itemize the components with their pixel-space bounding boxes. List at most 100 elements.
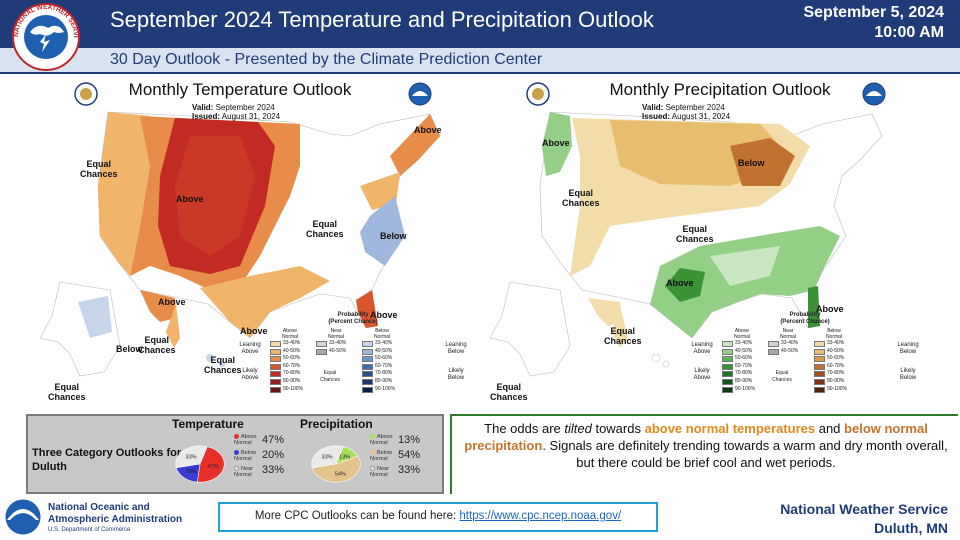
precip-below-legend-row: 90-100% (814, 386, 854, 394)
precip-key-above: Above Normal (370, 434, 393, 446)
label-equal-chances-central: Equal Chances (676, 224, 714, 244)
temp-key-near: Near Normal (234, 466, 253, 478)
precip-above-pct: 13% (397, 434, 420, 446)
cpc-link[interactable]: https://www.cpc.ncep.noaa.gov/ (459, 510, 622, 522)
legend-below-head: Below Normal (373, 328, 391, 340)
legend-below-column: Below Normal 33-40% 40-50% 50-60% 60-70% 70-… (362, 328, 402, 393)
precip-below-legend-row: 40-50% (814, 348, 854, 356)
temp-near-legend-swatch (316, 341, 327, 347)
precip-above-legend-row: 60-70% (722, 363, 762, 371)
temp-pie-slice (175, 445, 208, 468)
legend-below-column: Below Normal 33-40% 40-50% 50-60% 60-70% 70-… (814, 328, 854, 393)
temp-below-legend-row: 40-50% (362, 348, 402, 356)
temperature-map-meta: Valid: September 2024 Issued: August 31,… (192, 103, 280, 121)
temp-above-legend-row: 80-90% (270, 378, 310, 386)
issued-label: Issued: (192, 112, 221, 121)
precip-above-legend-swatch (722, 348, 733, 355)
precip-below-legend-swatch (814, 378, 825, 385)
precip-above-legend-range: 60-70% (735, 362, 753, 369)
precip-pie-slice-label: 33% (321, 454, 332, 460)
precip-below-dot (370, 450, 375, 456)
precip-below-legend-range: 50-60% (827, 355, 845, 362)
nws-logo-icon: NATIONAL WEATHER SERVICE (6, 2, 80, 71)
precipitation-map-title: Monthly Precipitation Outlook (609, 80, 831, 99)
temp-below-legend-range: 40-50% (375, 347, 393, 354)
temp-below-legend-swatch (362, 356, 373, 363)
legend-likely-below: Likely Below (447, 368, 465, 381)
legend-title: Probability (Percent Chance) (780, 312, 830, 325)
precip-above-legend-range: 33-40% (735, 340, 753, 346)
precip-below-legend-swatch (814, 356, 825, 363)
legend-above-head: Above Normal (733, 328, 751, 340)
precip-near-pct: 33% (397, 464, 420, 476)
temp-near-legend-range: 33-40% (329, 340, 347, 346)
label-above-texas: Above (240, 326, 268, 336)
temp-below-legend-row: 80-90% (362, 378, 402, 386)
nws-footer-office: Duluth, MN (874, 520, 948, 536)
precip-above-legend-row: 80-90% (722, 378, 762, 386)
precip-below-legend-row: 33-40% (814, 340, 854, 348)
legend-leaning-below: Leaning Below (897, 342, 919, 355)
precip-below-legend-range: 70-80% (827, 370, 845, 377)
legend-likely-below: Likely Below (899, 368, 917, 381)
summary-emphasis: tilted (564, 421, 592, 436)
temp-below-legend-range: 50-60% (375, 355, 393, 362)
noaa-name: National Oceanic and Atmospheric Adminis… (48, 502, 182, 526)
precip-below-legend-row: 70-80% (814, 370, 854, 378)
precip-near-dot (370, 466, 375, 472)
header-bar (0, 0, 960, 48)
label-above-central: Above (176, 194, 204, 204)
valid-label: Valid: (642, 103, 664, 112)
precip-pie-slice (311, 445, 344, 468)
precip-key-near: Near Normal (370, 466, 389, 478)
nws-footer-name: National Weather Service (780, 501, 948, 517)
temp-below-legend-range: 70-80% (375, 370, 393, 377)
label-below-east: Below (380, 231, 407, 241)
precip-below-pct: 54% (397, 449, 420, 461)
temperature-map (39, 111, 441, 377)
temp-above-legend-row: 40-50% (270, 348, 310, 356)
temp-key-above: Above Normal (234, 434, 257, 446)
precip-above-key-label: Above Normal (370, 434, 393, 446)
precip-above-legend-range: 50-60% (735, 355, 753, 362)
precipitation-pie-chart: 13% 54% 33% (311, 445, 361, 483)
precipitation-map (489, 111, 883, 377)
temp-above-legend-range: 90-100% (283, 385, 304, 392)
temp-above-key-label: Above Normal (234, 434, 257, 446)
precip-below-legend-swatch (814, 341, 825, 347)
summary-part: . Signals are definitely trending toward… (542, 438, 948, 470)
legend-likely-above: Likely Above (241, 368, 259, 381)
precip-below-key-label: Below Normal (370, 450, 392, 462)
temp-pie-slice-label: 33% (185, 454, 196, 460)
precip-above-legend-swatch (722, 363, 733, 370)
precip-above-legend-swatch (722, 378, 733, 385)
temperature-pie-heading: Temperature (172, 417, 244, 431)
temp-below-key-label: Below Normal (234, 450, 256, 462)
legend-below-head: Below Normal (825, 328, 843, 340)
summary-highlight-temp: above normal temperatures (644, 421, 816, 436)
noaa-name-line1: National Oceanic and (48, 502, 150, 513)
temperature-pie-chart: 47% 20% 33% (175, 445, 225, 483)
temp-near-dot (234, 466, 239, 472)
nws-footer: National Weather Service Duluth, MN (780, 500, 948, 538)
legend-above-column: Above Normal 33-40% 40-50% 50-60% 60-70% 70-… (722, 328, 762, 393)
label-equal-chances-west: Equal Chances (80, 159, 118, 179)
temp-key-below: Below Normal (234, 450, 256, 462)
legend-leaning-above: Leaning Above (239, 342, 261, 355)
precip-above-legend-swatch (722, 386, 733, 393)
precip-near-legend-row: 33-40% (768, 340, 808, 348)
cpc-link-text: More CPC Outlooks can be found here: (254, 510, 460, 522)
temperature-map-panel: Monthly Temperature Outlook Valid: Septe… (0, 76, 480, 406)
temp-above-legend-range: 33-40% (283, 340, 301, 346)
duluth-outlook-box: Three Category Outlooks for Duluth Tempe… (26, 414, 444, 494)
precip-above-legend-row: 70-80% (722, 370, 762, 378)
precip-below-legend-swatch (814, 363, 825, 370)
temp-near-pct: 33% (261, 464, 284, 476)
legend-near-head: Near Normal (779, 328, 797, 340)
temperature-map-title: Monthly Temperature Outlook (128, 80, 352, 99)
precip-below-legend-range: 60-70% (827, 362, 845, 369)
legend-near-column: Near Normal 33-40% 40-50% (316, 328, 356, 355)
precip-above-legend-range: 90-100% (735, 385, 756, 392)
temp-above-legend-swatch (270, 386, 281, 393)
precip-above-dot (370, 434, 375, 440)
